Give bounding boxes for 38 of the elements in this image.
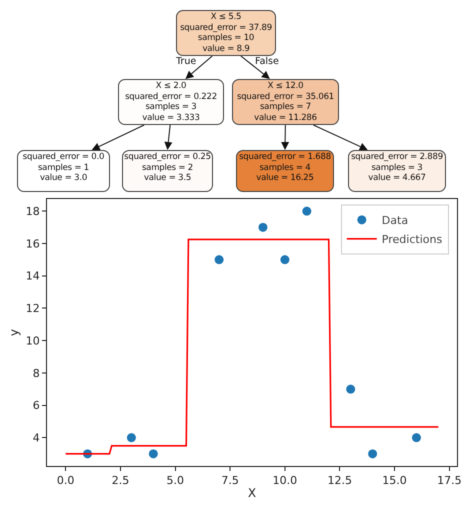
- text: squared_error = 1.688 samples = 4 value = 16.25: [236, 150, 334, 192]
- legend-label: Data: [382, 214, 408, 228]
- y-axis-title: y: [7, 328, 22, 336]
- point: [280, 255, 290, 264]
- point: [346, 384, 356, 394]
- x-axis-title: X: [248, 486, 256, 500]
- y-tick-label: 14: [26, 270, 40, 283]
- point: [412, 433, 421, 442]
- point: [214, 255, 224, 264]
- x-tick-label: 2.5: [112, 474, 130, 488]
- x-tick-label: 15.0: [382, 474, 407, 488]
- text: X ≤ 12.0 squared_error = 35.061 samples = 7 value = 11.286: [232, 79, 339, 125]
- x-tick-label: 0.0: [56, 474, 74, 488]
- text: X ≤ 2.0 squared_error = 0.222 samples = 3 value = 3.333: [118, 79, 224, 125]
- text: False: [255, 56, 279, 67]
- text: squared_error = 0.0 samples = 1 value = 3.0: [17, 150, 110, 192]
- x-tick-label: 10.0: [272, 474, 298, 488]
- y-tick-label: 6: [32, 399, 40, 412]
- legend-label: Predictions: [382, 233, 442, 246]
- text: True: [176, 56, 196, 67]
- x-tick-label: 5.0: [166, 474, 184, 488]
- point: [148, 449, 158, 458]
- point: [258, 222, 268, 232]
- x-tick-label: 12.5: [327, 474, 352, 488]
- y-tick-label: 18: [26, 204, 40, 218]
- text: squared_error = 0.25 samples = 2 value = 3.5: [122, 150, 213, 192]
- y-tick-label: 8: [32, 366, 40, 380]
- point: [368, 449, 378, 458]
- y-tick-label: 10: [26, 334, 40, 348]
- point: [302, 206, 312, 216]
- x-tick-label: 7.5: [221, 474, 239, 488]
- text: squared_error = 2.889 samples = 3 value = 4.667: [348, 150, 446, 192]
- y-tick-label: 16: [26, 237, 40, 250]
- x-tick-label: 17.5: [437, 474, 462, 488]
- point: [126, 433, 136, 442]
- y-tick-label: 12: [26, 302, 40, 316]
- text: X ≤ 5.5 squared_error = 37.89 samples = 10 value = 8.9: [176, 10, 276, 56]
- y-tick-label: 4: [32, 432, 40, 445]
